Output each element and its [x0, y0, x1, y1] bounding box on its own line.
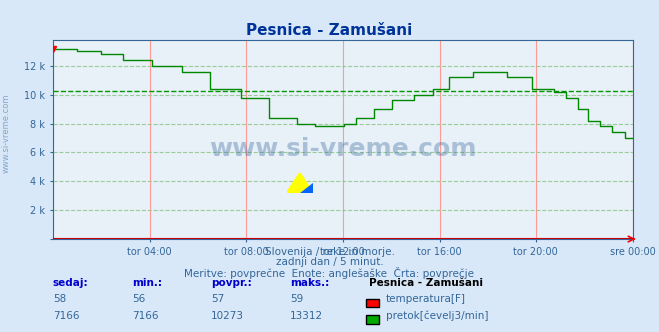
- Text: 59: 59: [290, 294, 303, 304]
- Polygon shape: [287, 173, 313, 193]
- Text: min.:: min.:: [132, 278, 162, 288]
- Text: 7166: 7166: [132, 311, 158, 321]
- Text: 58: 58: [53, 294, 66, 304]
- Text: 7166: 7166: [53, 311, 79, 321]
- Text: povpr.:: povpr.:: [211, 278, 252, 288]
- Text: Slovenija / reke in morje.: Slovenija / reke in morje.: [264, 247, 395, 257]
- Text: 10273: 10273: [211, 311, 244, 321]
- Text: 13312: 13312: [290, 311, 323, 321]
- Polygon shape: [300, 183, 313, 193]
- Text: temperatura[F]: temperatura[F]: [386, 294, 465, 304]
- Text: Pesnica - Zamušani: Pesnica - Zamušani: [369, 278, 483, 288]
- Text: 56: 56: [132, 294, 145, 304]
- Text: 57: 57: [211, 294, 224, 304]
- Text: www.si-vreme.com: www.si-vreme.com: [209, 137, 476, 161]
- Text: zadnji dan / 5 minut.: zadnji dan / 5 minut.: [275, 257, 384, 267]
- Text: Meritve: povprečne  Enote: anglešaške  Črta: povprečje: Meritve: povprečne Enote: anglešaške Črt…: [185, 267, 474, 279]
- Text: www.si-vreme.com: www.si-vreme.com: [2, 93, 11, 173]
- Text: sedaj:: sedaj:: [53, 278, 88, 288]
- Text: pretok[čevelj3/min]: pretok[čevelj3/min]: [386, 310, 488, 321]
- Text: Pesnica - Zamušani: Pesnica - Zamušani: [246, 23, 413, 38]
- Text: maks.:: maks.:: [290, 278, 330, 288]
